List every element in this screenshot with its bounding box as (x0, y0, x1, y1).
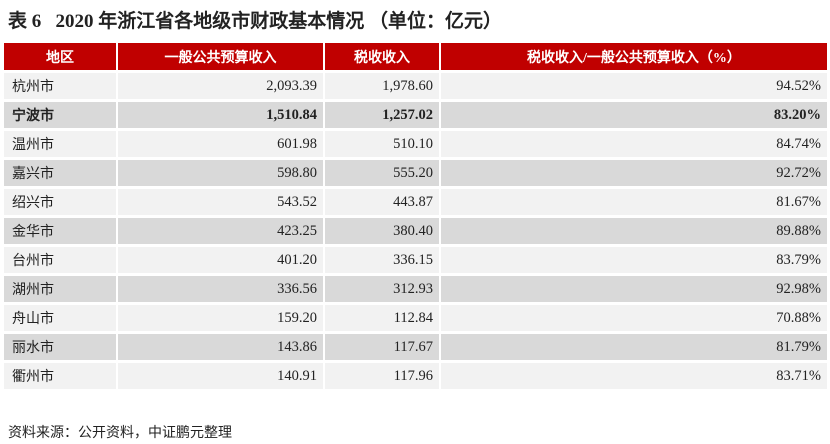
cell-general-budget-revenue: 2,093.39 (118, 73, 323, 99)
cell-tax-ratio: 94.52% (441, 73, 827, 99)
cell-region: 湖州市 (4, 276, 116, 302)
cell-general-budget-revenue: 1,510.84 (118, 102, 323, 128)
cell-general-budget-revenue: 601.98 (118, 131, 323, 157)
table-row: 绍兴市 543.52 443.87 81.67% (4, 189, 827, 215)
cell-tax-revenue: 117.67 (325, 334, 439, 360)
cell-tax-revenue: 336.15 (325, 247, 439, 273)
cell-tax-revenue: 555.20 (325, 160, 439, 186)
table-row: 金华市 423.25 380.40 89.88% (4, 218, 827, 244)
header-row: 地区 一般公共预算收入 税收收入 税收收入/一般公共预算收入（%） (4, 43, 827, 70)
cell-region: 杭州市 (4, 73, 116, 99)
cell-tax-ratio: 81.79% (441, 334, 827, 360)
cell-region: 衢州市 (4, 363, 116, 389)
table-row: 杭州市 2,093.39 1,978.60 94.52% (4, 73, 827, 99)
cell-general-budget-revenue: 543.52 (118, 189, 323, 215)
table-row: 湖州市 336.56 312.93 92.98% (4, 276, 827, 302)
table-row: 台州市 401.20 336.15 83.79% (4, 247, 827, 273)
cell-tax-ratio: 81.67% (441, 189, 827, 215)
cell-tax-ratio: 92.72% (441, 160, 827, 186)
fiscal-table: 地区 一般公共预算收入 税收收入 税收收入/一般公共预算收入（%） 杭州市 2,0… (2, 40, 829, 392)
table-row: 衢州市 140.91 117.96 83.71% (4, 363, 827, 389)
cell-tax-ratio: 89.88% (441, 218, 827, 244)
cell-tax-ratio: 84.74% (441, 131, 827, 157)
cell-general-budget-revenue: 140.91 (118, 363, 323, 389)
cell-general-budget-revenue: 598.80 (118, 160, 323, 186)
cell-region: 台州市 (4, 247, 116, 273)
cell-tax-revenue: 312.93 (325, 276, 439, 302)
cell-tax-revenue: 1,257.02 (325, 102, 439, 128)
cell-region: 舟山市 (4, 305, 116, 331)
table-row: 丽水市 143.86 117.67 81.79% (4, 334, 827, 360)
header-tax-ratio: 税收收入/一般公共预算收入（%） (441, 43, 827, 70)
table-row: 舟山市 159.20 112.84 70.88% (4, 305, 827, 331)
cell-general-budget-revenue: 336.56 (118, 276, 323, 302)
cell-tax-ratio: 83.79% (441, 247, 827, 273)
table-title: 表 6 2020 年浙江省各地级市财政基本情况 （单位：亿元） (8, 11, 503, 32)
table-row: 宁波市 1,510.84 1,257.02 83.20% (4, 102, 827, 128)
cell-tax-revenue: 380.40 (325, 218, 439, 244)
cell-general-budget-revenue: 159.20 (118, 305, 323, 331)
cell-tax-revenue: 1,978.60 (325, 73, 439, 99)
header-tax-revenue: 税收收入 (325, 43, 439, 70)
table-row: 温州市 601.98 510.10 84.74% (4, 131, 827, 157)
cell-tax-revenue: 112.84 (325, 305, 439, 331)
cell-tax-ratio: 92.98% (441, 276, 827, 302)
table-row: 嘉兴市 598.80 555.20 92.72% (4, 160, 827, 186)
cell-general-budget-revenue: 401.20 (118, 247, 323, 273)
cell-tax-revenue: 443.87 (325, 189, 439, 215)
cell-tax-ratio: 83.20% (441, 102, 827, 128)
cell-region: 嘉兴市 (4, 160, 116, 186)
cell-tax-revenue: 117.96 (325, 363, 439, 389)
cell-tax-ratio: 70.88% (441, 305, 827, 331)
cell-general-budget-revenue: 423.25 (118, 218, 323, 244)
cell-tax-revenue: 510.10 (325, 131, 439, 157)
cell-general-budget-revenue: 143.86 (118, 334, 323, 360)
cell-region: 丽水市 (4, 334, 116, 360)
header-region: 地区 (4, 43, 116, 70)
cell-region: 绍兴市 (4, 189, 116, 215)
cell-region: 温州市 (4, 131, 116, 157)
header-general-budget-revenue: 一般公共预算收入 (118, 43, 323, 70)
source-note: 资料来源：公开资料，中证鹏元整理 (8, 425, 232, 441)
cell-region: 宁波市 (4, 102, 116, 128)
cell-tax-ratio: 83.71% (441, 363, 827, 389)
cell-region: 金华市 (4, 218, 116, 244)
